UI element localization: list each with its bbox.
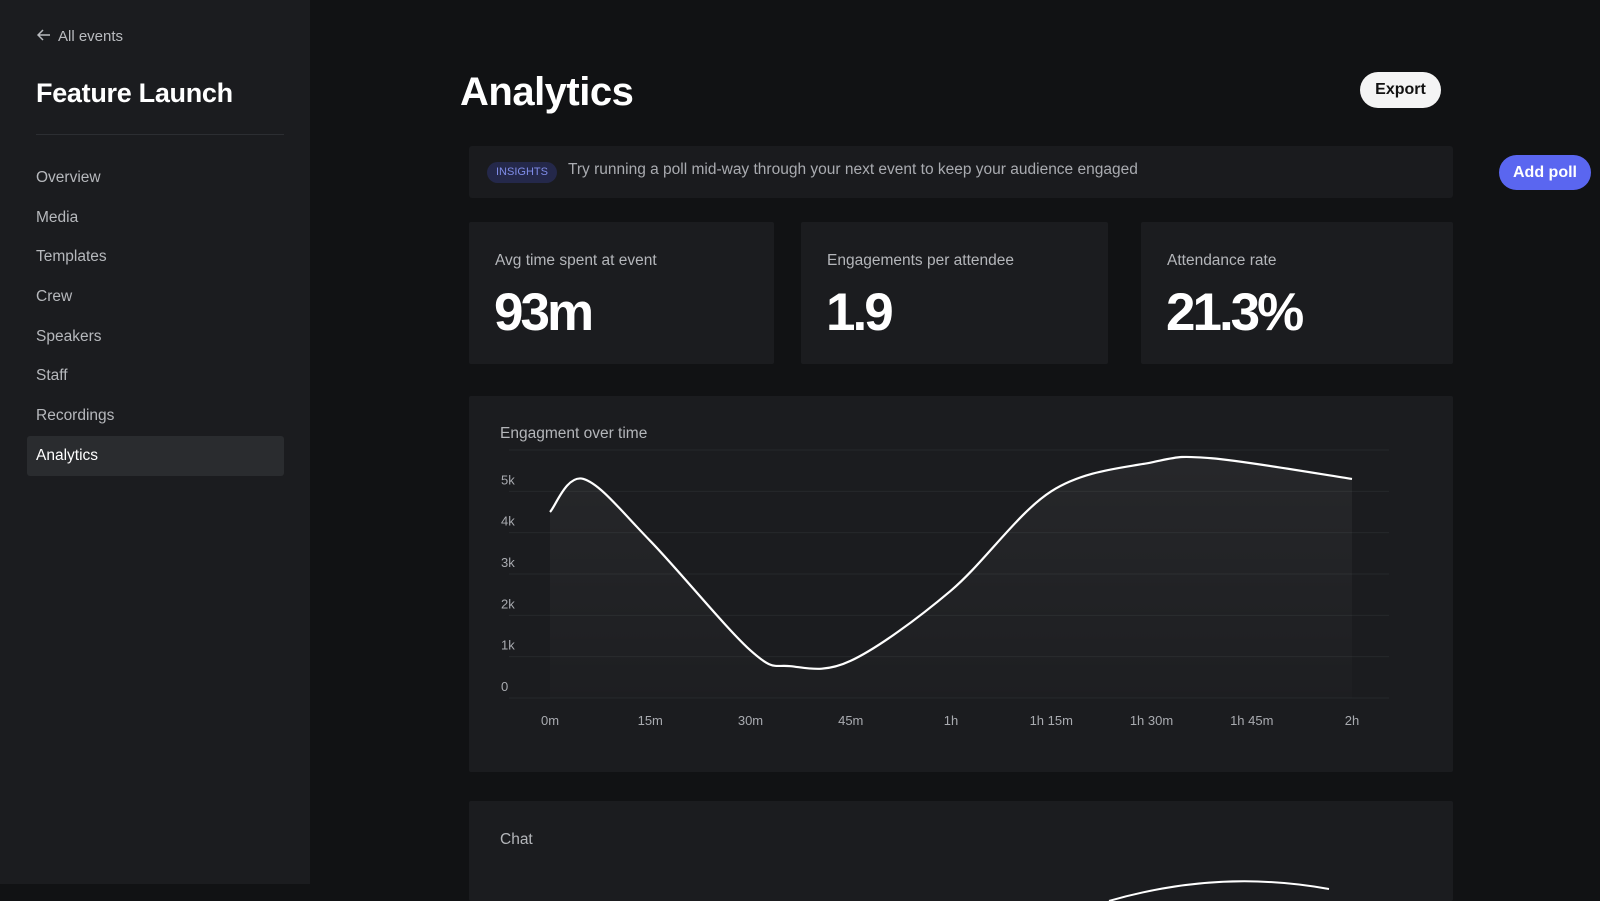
y-tick-label: 3k bbox=[501, 555, 515, 570]
y-tick-label: 2k bbox=[501, 596, 515, 611]
x-tick-label: 45m bbox=[838, 713, 863, 728]
insights-text: Try running a poll mid-way through your … bbox=[568, 161, 1138, 179]
add-poll-button[interactable]: Add poll bbox=[1499, 155, 1591, 190]
sidebar-item-staff[interactable]: Staff bbox=[27, 356, 284, 396]
sidebar-item-templates[interactable]: Templates bbox=[27, 237, 284, 277]
stat-card-engagements: Engagements per attendee 1.9 bbox=[801, 222, 1108, 364]
x-tick-label: 1h 30m bbox=[1130, 713, 1173, 728]
stat-value: 21.3% bbox=[1166, 282, 1301, 343]
export-button[interactable]: Export bbox=[1360, 72, 1441, 108]
page-title: Analytics bbox=[460, 70, 633, 115]
insights-badge: INSIGHTS bbox=[487, 162, 557, 183]
stat-value: 93m bbox=[494, 282, 591, 343]
event-title: Feature Launch bbox=[36, 78, 233, 109]
sidebar-item-media[interactable]: Media bbox=[27, 198, 284, 238]
x-tick-label: 1h 15m bbox=[1030, 713, 1073, 728]
main-content: Analytics Export INSIGHTS Try running a … bbox=[310, 0, 1600, 884]
stat-label: Engagements per attendee bbox=[827, 252, 1014, 270]
sidebar-item-crew[interactable]: Crew bbox=[27, 277, 284, 317]
all-events-link[interactable]: All events bbox=[37, 28, 123, 45]
x-tick-label: 1h 45m bbox=[1230, 713, 1273, 728]
x-tick-label: 0m bbox=[541, 713, 559, 728]
y-tick-label: 1k bbox=[501, 638, 515, 653]
chat-series-line bbox=[1109, 881, 1329, 901]
arrow-left-icon bbox=[37, 28, 51, 45]
sidebar-item-analytics[interactable]: Analytics bbox=[27, 436, 284, 476]
y-tick-label: 4k bbox=[501, 514, 515, 529]
chat-card: Chat bbox=[469, 801, 1453, 901]
insights-banner: INSIGHTS Try running a poll mid-way thro… bbox=[469, 146, 1453, 198]
stat-label: Attendance rate bbox=[1167, 252, 1276, 270]
x-tick-label: 2h bbox=[1345, 713, 1359, 728]
sidebar-item-recordings[interactable]: Recordings bbox=[27, 396, 284, 436]
divider bbox=[36, 134, 284, 135]
stat-label: Avg time spent at event bbox=[495, 252, 657, 270]
engagement-chart: 0 1k 2k 3k 4k 5k 0m 15m 30m 45m 1h 1h 15m 1h 30m 1h 4… bbox=[469, 396, 1453, 772]
sidebar-item-speakers[interactable]: Speakers bbox=[27, 317, 284, 357]
sidebar: All events Feature Launch Overview Media… bbox=[0, 0, 310, 884]
y-tick-label: 5k bbox=[501, 472, 515, 487]
x-tick-label: 30m bbox=[738, 713, 763, 728]
y-tick-label: 0 bbox=[501, 679, 508, 694]
x-tick-label: 15m bbox=[638, 713, 663, 728]
stat-card-attendance: Attendance rate 21.3% bbox=[1141, 222, 1453, 364]
chat-chart bbox=[469, 801, 1453, 901]
x-tick-label: 1h bbox=[944, 713, 958, 728]
sidebar-item-overview[interactable]: Overview bbox=[27, 158, 284, 198]
stat-card-avg-time: Avg time spent at event 93m bbox=[469, 222, 774, 364]
sidebar-nav: Overview Media Templates Crew Speakers S… bbox=[27, 158, 284, 476]
all-events-label: All events bbox=[58, 28, 123, 45]
series-area bbox=[550, 457, 1352, 698]
stat-value: 1.9 bbox=[826, 282, 891, 343]
